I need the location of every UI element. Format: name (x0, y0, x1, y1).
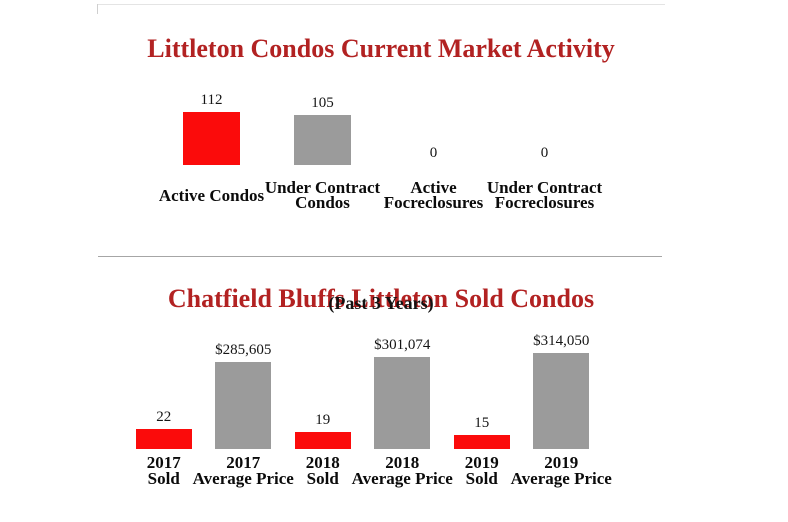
bar-value-label: 15 (474, 415, 490, 431)
bar-value-label: $301,074 (374, 337, 431, 353)
category-label: Active Condos (156, 177, 267, 213)
category-label-line: Average Price (510, 469, 612, 488)
market-activity-chart-title: Littleton Condos Current Market Activity (147, 33, 615, 63)
category-label-line: 2018 (385, 453, 420, 472)
bar (374, 357, 431, 449)
bar-column: $314,050 (522, 329, 602, 449)
bar-value-label: 112 (200, 92, 223, 108)
category-label-line: 2018 (305, 453, 340, 472)
category-label-line: Under Contract (264, 178, 381, 197)
category-label-line: Sold (147, 469, 180, 488)
bar-column: $285,605 (204, 329, 284, 449)
bar (453, 435, 510, 449)
bar-value-label: 105 (311, 95, 334, 111)
market-activity-bars-area: 112 105 0 0 (156, 87, 600, 165)
sold-condos-chart-subtitle: (Past 3 Years) (328, 293, 434, 313)
category-label-line: Focreclosures (383, 193, 484, 212)
bar-column: 22 (124, 329, 204, 449)
category-label: Under Contract Condos (264, 177, 381, 213)
category-label-line: Active Condos (158, 185, 265, 205)
category-label-line: Average Price (351, 469, 453, 488)
bar (215, 362, 272, 449)
bar-value-label: $314,050 (533, 333, 590, 349)
category-label-line: Focreclosures (494, 193, 595, 212)
bar (183, 112, 240, 165)
bar-value-label: 19 (315, 412, 331, 428)
sold-condos-bars-area: 22 $285,605 19 $301,074 15 $314,050 (124, 329, 601, 449)
category-label: 2019 Sold (442, 453, 522, 488)
bar (294, 432, 351, 449)
category-label-line: Average Price (192, 469, 294, 488)
category-label-line: Sold (465, 469, 498, 488)
market-activity-category-labels: Active Condos Under Contract Condos Active F… (156, 177, 603, 213)
sold-condos-category-labels: 2017 Sold 2017 Average Price 2018 Sold 2018 Ave… (124, 453, 612, 488)
sold-condos-chart-title: Chatfield Bluffs Littleton Sold Condos (167, 283, 595, 313)
bar-column: 0 (489, 87, 600, 165)
category-label: 2018 Sold (283, 453, 363, 488)
bar-column: 105 (267, 87, 378, 165)
category-label-line: 2019 (464, 453, 499, 472)
category-label-line: Condos (295, 193, 350, 212)
category-label: 2018 Average Price (352, 453, 453, 487)
top-border-line (97, 4, 665, 5)
category-label-line: 2017 (146, 453, 181, 472)
top-border-tick (97, 4, 98, 14)
category-label-line: 2017 (226, 453, 261, 472)
bar-column: 112 (156, 87, 267, 165)
category-label-line: Active (410, 178, 457, 197)
category-label: Active Focreclosures (378, 177, 489, 213)
bar-column: $301,074 (363, 329, 443, 449)
bar-value-label: 0 (540, 145, 549, 161)
bar (533, 353, 590, 449)
category-label: Under Contract Focreclosures (486, 177, 603, 213)
category-label-line: Sold (306, 469, 339, 488)
bar (294, 115, 351, 165)
category-label: 2017 Sold (124, 453, 204, 488)
section-divider-line (98, 256, 662, 257)
category-label: 2017 Average Price (193, 453, 294, 487)
bar (135, 429, 192, 449)
bar-column: 19 (283, 329, 363, 449)
category-label-line: 2019 (544, 453, 579, 472)
bar-value-label: 0 (429, 145, 438, 161)
category-label-line: Under Contract (486, 178, 603, 197)
category-label: 2019 Average Price (511, 453, 612, 487)
bar-value-label: $285,605 (215, 342, 272, 358)
bar-value-label: 22 (156, 409, 172, 425)
bar-column: 0 (378, 87, 489, 165)
bar-column: 15 (442, 329, 522, 449)
